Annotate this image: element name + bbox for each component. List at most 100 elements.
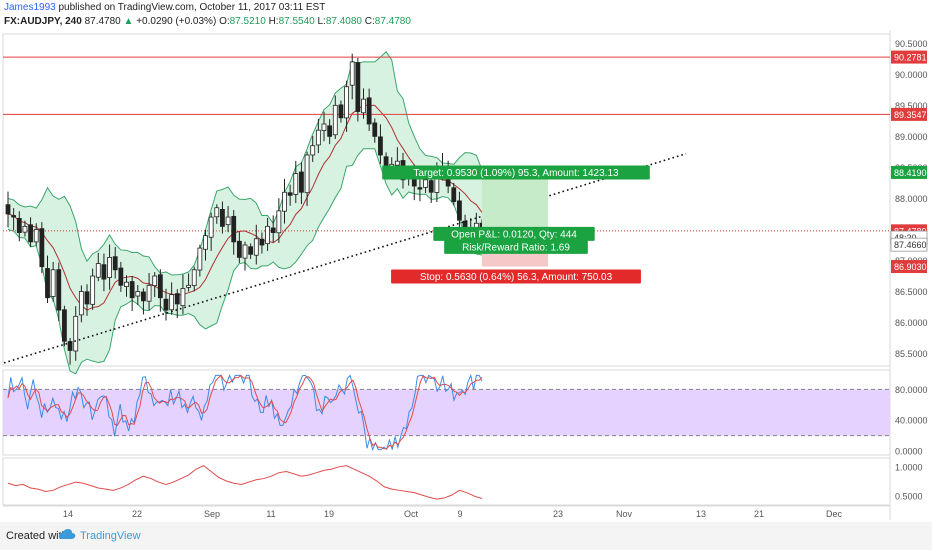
target-zone [482,172,548,231]
candle-body [67,341,73,351]
candle-body [248,246,254,255]
open-value: 87.5210 [229,16,266,27]
publish-line: James1993 published on TradingView.com, … [4,1,411,15]
candle-body [101,264,107,280]
time-tick-label: 13 [696,509,706,519]
candle-body [90,275,96,305]
candle-body [118,267,124,286]
candle-body [423,179,428,188]
candle-body [208,216,214,238]
lower-indicator-line [7,465,483,500]
symbol-label: FX:AUDJPY, 240 [4,16,82,27]
candle-body [135,291,141,297]
price-badge-label: 87.4660 [894,240,927,250]
candle-body [231,215,237,243]
candle-body [124,281,129,287]
main-pane [2,33,891,367]
candle-body [428,180,434,193]
ohlc-line: FX:AUDJPY, 240 87.4780 ▲ +0.0290 (+0.03%… [4,15,411,29]
stop-label: Stop: 0.5630 (0.64%) 56.3, Amount: 750.0… [420,272,613,283]
time-tick-label: 22 [132,509,142,519]
candle-body [315,129,321,146]
price-tick-label: 89.0000 [895,132,928,142]
author-link[interactable]: James1993 [4,2,56,13]
candle-body [11,215,17,218]
candle-body [180,288,186,307]
candle-body [84,291,90,305]
tradingview-cloud-icon [58,529,76,539]
oscillator-tick-label: 80.0000 [895,385,928,395]
candle-body [349,61,355,86]
price-tick-label: 90.0000 [895,70,928,80]
candle-body [146,284,152,302]
candle-body [39,228,45,268]
candle-body [378,136,383,156]
rising-trendline [3,153,687,364]
candle-body [169,294,175,311]
time-tick-label: 11 [266,509,275,519]
chart-canvas[interactable]: Target: 0.9530 (1.09%) 95.3, Amount: 142… [0,30,932,522]
oscillator-tick-label: 0.0000 [895,447,923,457]
candle-body [73,315,79,352]
candle-body [332,104,338,136]
price-badge-resistance [891,50,927,64]
candle-body [163,298,169,311]
candle-body [270,227,276,233]
time-tick-label: 19 [324,509,334,519]
candle-body [45,268,50,299]
candle-body [50,269,56,297]
candle-body [112,256,118,271]
candle-body [152,275,158,287]
change-arrow: ▲ [123,16,134,27]
target-label-box [382,165,650,180]
price-badge-label: 90.2781 [894,53,927,63]
candle-body [276,210,282,234]
ratio-label: Risk/Reward Ratio: 1.69 [462,242,570,253]
candle-body [78,291,84,316]
candle-body [129,281,135,299]
price-badge-label: 86.9030 [894,262,927,272]
candle-body [344,86,349,119]
last-price: 87.4780 [84,16,121,27]
candle-body [5,204,11,215]
candle-body [366,97,372,125]
price-badge-label: 89.3547 [894,110,927,120]
candle-body [62,309,67,342]
candle-body [259,238,265,246]
price-badge-resistance [891,107,927,121]
candle-body [33,229,39,243]
candle-body [22,225,28,233]
price-badge-stop [891,260,927,274]
low-label: L: [317,16,326,27]
candle-body [338,104,344,119]
candle-body [310,145,316,156]
bollinger-upper-band [7,51,483,276]
created-with-text: Created with [6,530,68,542]
low-value: 87.4080 [325,16,362,27]
lower-tick-label: 0.5000 [895,492,923,502]
oscillator-tick-label: 40.0000 [895,416,928,426]
oscillator-band [3,389,890,436]
candle-body [304,154,310,194]
target-label: Target: 0.9530 (1.09%) 95.3, Amount: 142… [413,168,619,179]
candle-body [197,247,203,271]
candle-body [56,269,62,311]
candle-body [457,200,462,221]
time-tick-label: Nov [616,509,633,519]
high-label: H: [268,16,279,27]
published-text: published on TradingView.com, October 11… [55,2,326,13]
stop-label-box [391,269,641,284]
candle-body [141,291,146,302]
candle-body [174,293,180,305]
ratio-label-box [444,239,588,254]
candle-body [157,274,163,299]
candle-body [16,218,22,233]
candle-body [299,171,304,193]
price-badge-bid [890,237,928,252]
lower-tick-label: 1.0000 [895,462,923,472]
tradingview-brand[interactable]: TradingView [80,530,141,542]
candle-body [225,216,231,226]
time-tick-label: 9 [457,509,462,519]
candle-body [191,269,197,286]
price-tick-label: 86.0000 [895,318,928,328]
